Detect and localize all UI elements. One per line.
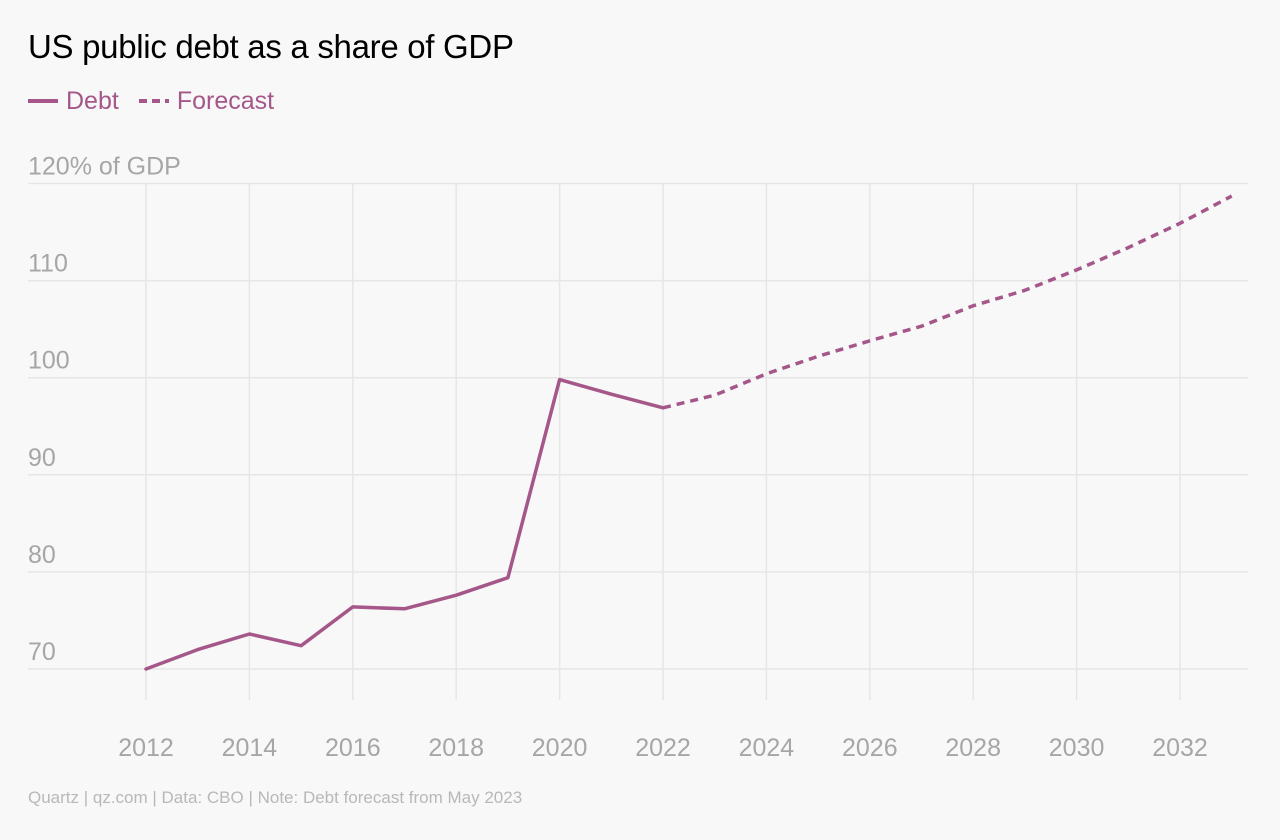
x-tick-label: 2012 [118, 734, 174, 762]
x-tick-label: 2026 [842, 734, 898, 762]
x-tick-label: 2022 [635, 734, 691, 762]
x-tick-label: 2028 [945, 734, 1001, 762]
y-tick-label: 100 [28, 347, 70, 375]
data-point-debt [506, 576, 510, 580]
data-point-debt [403, 607, 407, 611]
series-line-debt [144, 377, 665, 671]
data-point-debt [144, 667, 148, 671]
data-point-debt [299, 644, 303, 648]
legend: Debt Forecast [28, 84, 294, 118]
data-point-forecast [661, 406, 665, 410]
legend-item-forecast: Forecast [138, 86, 275, 116]
x-tick-label: 2018 [428, 734, 484, 762]
source-note: Quartz | qz.com | Data: CBO | Note: Debt… [28, 788, 523, 807]
data-point-debt [247, 632, 251, 636]
data-point-forecast [713, 393, 717, 397]
legend-swatch-forecast [138, 99, 169, 103]
y-tick-label: 70 [28, 638, 56, 666]
data-point-forecast [816, 354, 820, 358]
data-point-debt [558, 378, 562, 382]
data-point-forecast [1023, 288, 1027, 292]
data-point-forecast [1126, 246, 1130, 250]
y-tick-label: 90 [28, 444, 56, 472]
legend-item-debt: Debt [28, 87, 119, 116]
data-point-forecast [920, 324, 924, 328]
series-line-forecast [662, 194, 1233, 410]
legend-label-debt: Debt [66, 86, 119, 115]
x-tick-label: 2030 [1049, 734, 1105, 762]
data-point-forecast [971, 304, 975, 308]
x-tick-label: 2020 [532, 734, 588, 762]
data-point-debt [196, 648, 200, 652]
chart-plot: 120% of GDP 110 100 90 80 70 2012 2014 2016 2018 2… [28, 153, 1248, 762]
data-point-forecast [764, 372, 768, 376]
legend-swatch-debt [28, 99, 58, 103]
x-tick-label: 2014 [222, 734, 278, 762]
chart-title: US public debt as a share of GDP [28, 28, 514, 65]
data-point-forecast [1178, 221, 1182, 225]
x-tick-label: 2024 [739, 734, 795, 762]
data-point-debt [454, 593, 458, 597]
x-tick-label: 2032 [1152, 734, 1208, 762]
legend-label-forecast: Forecast [176, 86, 275, 115]
data-point-debt [609, 392, 613, 396]
y-tick-label: 120% of GDP [28, 153, 181, 181]
y-tick-label: 110 [28, 250, 68, 278]
data-point-forecast [868, 339, 872, 343]
data-point-forecast [1230, 194, 1234, 198]
y-tick-label: 80 [28, 541, 56, 569]
data-point-forecast [1075, 268, 1079, 272]
data-point-debt [351, 605, 355, 609]
x-tick-label: 2016 [325, 734, 381, 762]
